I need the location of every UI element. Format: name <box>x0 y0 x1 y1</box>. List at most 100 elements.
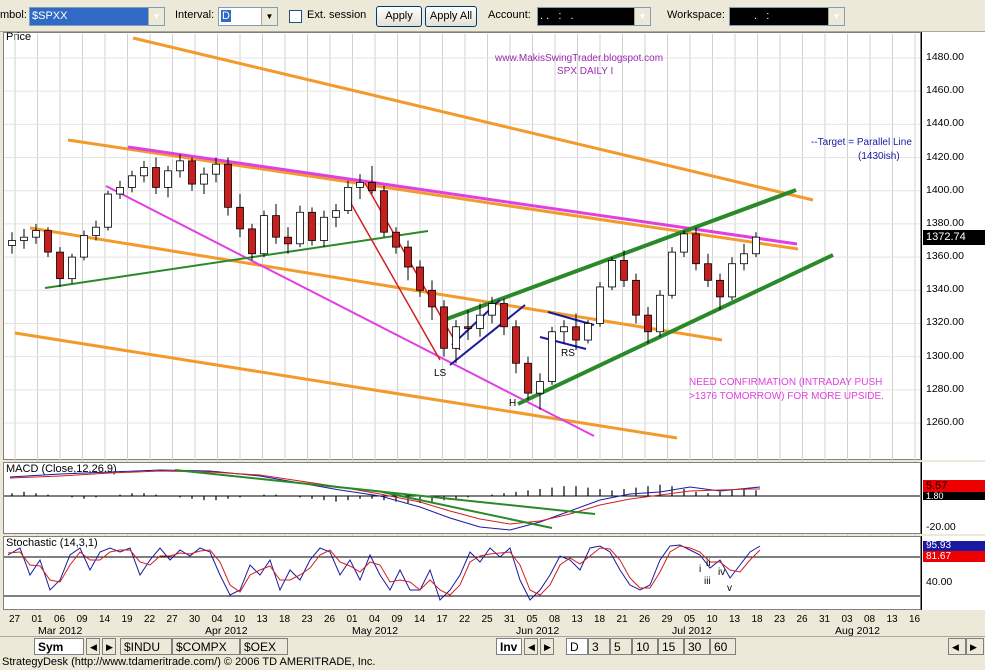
candle-up <box>356 182 364 188</box>
candle-down <box>272 215 280 238</box>
apply-all-button[interactable]: Apply All <box>425 6 477 27</box>
tab-scroll-right-icon[interactable]: ▶ <box>102 638 116 655</box>
interval-label: Interval: <box>175 9 215 21</box>
candle-down <box>440 306 448 349</box>
tab-indu[interactable]: $INDU <box>120 638 172 655</box>
price-label: Price <box>6 31 32 43</box>
candle-up <box>584 323 592 341</box>
target-note-2: (1430ish) <box>858 151 900 162</box>
candle-up <box>92 226 100 236</box>
x-tick-label: 23 <box>301 614 313 625</box>
tab-compx[interactable]: $COMPX <box>172 638 240 655</box>
stochastic-pane[interactable] <box>3 536 921 610</box>
toolbar: mbol: $SPXX ▼ Interval: D ▼ Ext. session… <box>0 0 985 32</box>
ext-session-label: Ext. session <box>307 9 367 21</box>
account-value: . . : . <box>540 10 580 22</box>
x-tick-label: 16 <box>909 614 921 625</box>
wave-label-i: i <box>699 564 702 575</box>
candle-down <box>716 279 724 298</box>
tab-5[interactable]: 5 <box>610 638 632 655</box>
chevron-down-icon[interactable]: ▼ <box>634 8 650 25</box>
chevron-down-icon[interactable]: ▼ <box>261 8 277 25</box>
x-tick-label: 04 <box>369 614 381 625</box>
candle-up <box>608 260 616 288</box>
red-channel-left <box>344 192 441 361</box>
x-tick-label: 27 <box>9 614 21 625</box>
tab-inv[interactable]: Inv <box>496 638 522 655</box>
orange-channel-top <box>132 36 814 202</box>
candle-down <box>632 279 640 316</box>
x-tick-label: 08 <box>549 614 561 625</box>
candle-down <box>464 326 472 329</box>
tab-sym[interactable]: Sym <box>34 638 84 655</box>
workspace-select[interactable]: . : ▼ <box>729 7 845 26</box>
tab-10[interactable]: 10 <box>632 638 658 655</box>
tab-60[interactable]: 60 <box>710 638 736 655</box>
candle-up <box>164 170 172 188</box>
candle-down <box>308 211 316 241</box>
interval-scroll-left-icon[interactable]: ◀ <box>524 638 538 655</box>
x-tick-label: 26 <box>796 614 808 625</box>
x-tick-label: 18 <box>279 614 291 625</box>
interval-select[interactable]: D ▼ <box>218 7 278 26</box>
y-tick-label: 1440.00 <box>926 117 964 130</box>
macd-green-trend-2 <box>381 491 553 529</box>
ext-session-checkbox[interactable] <box>289 10 302 23</box>
symbol-value: $SPXX <box>32 10 68 22</box>
y-tick-label: 1460.00 <box>926 84 964 97</box>
green-channel-upper <box>443 188 797 322</box>
x-tick-label: 25 <box>481 614 493 625</box>
scroll-left-icon[interactable]: ◀ <box>948 638 966 655</box>
x-tick-label: 18 <box>751 614 763 625</box>
y-tick-label: 1340.00 <box>926 283 964 296</box>
candle-up <box>296 211 304 245</box>
blue-wedge-3 <box>547 311 595 326</box>
candle-up <box>176 160 184 172</box>
chevron-down-icon[interactable]: ▼ <box>148 8 164 25</box>
x-tick-label: 13 <box>571 614 583 625</box>
candle-down <box>392 231 400 248</box>
tab-30[interactable]: 30 <box>684 638 710 655</box>
candle-down <box>380 190 388 233</box>
price-axis <box>921 32 985 460</box>
x-tick-label: 21 <box>616 614 628 625</box>
tab-scroll-left-icon[interactable]: ◀ <box>86 638 100 655</box>
x-tick-label: 04 <box>211 614 223 625</box>
magenta-support-line <box>105 185 595 437</box>
x-tick-label: 17 <box>436 614 448 625</box>
x-tick-label: 10 <box>706 614 718 625</box>
x-tick-label: 26 <box>324 614 336 625</box>
scroll-right-icon[interactable]: ▶ <box>966 638 984 655</box>
interval-value: D <box>221 10 231 22</box>
candle-up <box>32 230 40 238</box>
macd-value-2: 1.80 <box>923 492 985 500</box>
label-rs: RS <box>561 348 575 359</box>
tab-d[interactable]: D <box>566 638 588 655</box>
tab-oex[interactable]: $OEX <box>240 638 288 655</box>
candle-up <box>8 240 16 246</box>
y-tick-label: 1420.00 <box>926 150 964 163</box>
stoch-tick-40: 40.00 <box>926 576 953 588</box>
chevron-down-icon[interactable]: ▼ <box>828 8 844 25</box>
apply-button[interactable]: Apply <box>376 6 422 27</box>
tab-15[interactable]: 15 <box>658 638 684 655</box>
candle-up <box>596 286 604 324</box>
candle-down <box>152 167 160 188</box>
symbol-input[interactable]: $SPXX ▼ <box>29 7 165 26</box>
candle-up <box>560 326 568 333</box>
status-bar: StrategyDesk (http://www.tdameritrade.co… <box>0 656 985 670</box>
y-tick-label: 1480.00 <box>926 51 964 63</box>
x-axis <box>0 611 985 636</box>
candle-down <box>248 228 256 255</box>
tab-3[interactable]: 3 <box>588 638 610 655</box>
candle-up <box>116 187 124 195</box>
candle-up <box>668 251 676 296</box>
candle-down <box>500 303 508 328</box>
x-tick-label: 01 <box>31 614 43 625</box>
account-select[interactable]: . . : . ▼ <box>537 7 651 26</box>
stoch-d-line <box>7 545 761 596</box>
stochastic-label: Stochastic (14,3,1) <box>6 537 98 549</box>
interval-scroll-right-icon[interactable]: ▶ <box>540 638 554 655</box>
candle-up <box>128 175 136 188</box>
candle-up <box>536 381 544 394</box>
